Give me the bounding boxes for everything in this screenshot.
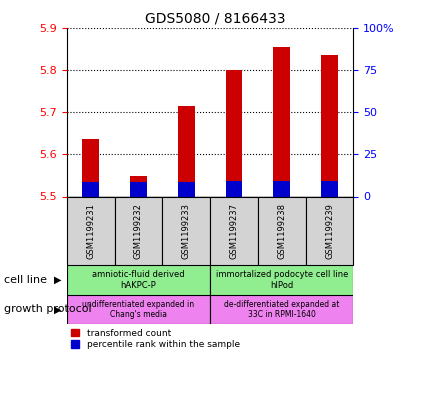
Text: immortalized podocyte cell line
hIPod: immortalized podocyte cell line hIPod — [215, 270, 347, 290]
Text: cell line: cell line — [4, 275, 47, 285]
Text: GSM1199233: GSM1199233 — [181, 203, 190, 259]
Text: GSM1199237: GSM1199237 — [229, 203, 238, 259]
Bar — [210, 265, 353, 295]
Bar — [130, 176, 147, 196]
Bar — [320, 181, 337, 196]
Text: ▶: ▶ — [54, 305, 62, 314]
Bar — [225, 70, 242, 196]
Bar — [320, 55, 337, 196]
Bar — [67, 265, 210, 295]
Bar — [210, 295, 353, 324]
Bar — [162, 196, 210, 265]
Legend: transformed count, percentile rank within the sample: transformed count, percentile rank withi… — [71, 329, 239, 349]
Bar — [225, 181, 242, 196]
Bar — [67, 196, 114, 265]
Text: growth protocol: growth protocol — [4, 305, 92, 314]
Bar — [273, 181, 289, 196]
Bar — [210, 196, 257, 265]
Bar — [273, 46, 289, 196]
Text: GDS5080 / 8166433: GDS5080 / 8166433 — [145, 12, 285, 26]
Bar — [305, 196, 353, 265]
Bar — [178, 182, 194, 196]
Bar — [82, 140, 99, 196]
Bar — [178, 106, 194, 196]
Text: ▶: ▶ — [54, 275, 62, 285]
Text: undifferentiated expanded in
Chang's media: undifferentiated expanded in Chang's med… — [82, 300, 194, 319]
Bar — [257, 196, 305, 265]
Text: GSM1199239: GSM1199239 — [324, 203, 333, 259]
Text: GSM1199231: GSM1199231 — [86, 203, 95, 259]
Bar — [130, 182, 147, 196]
Bar — [67, 295, 210, 324]
Text: de-differentiated expanded at
33C in RPMI-1640: de-differentiated expanded at 33C in RPM… — [224, 300, 339, 319]
Text: GSM1199232: GSM1199232 — [134, 203, 143, 259]
Text: amniotic-fluid derived
hAKPC-P: amniotic-fluid derived hAKPC-P — [92, 270, 184, 290]
Bar — [82, 182, 99, 196]
Bar — [114, 196, 162, 265]
Text: GSM1199238: GSM1199238 — [276, 203, 286, 259]
